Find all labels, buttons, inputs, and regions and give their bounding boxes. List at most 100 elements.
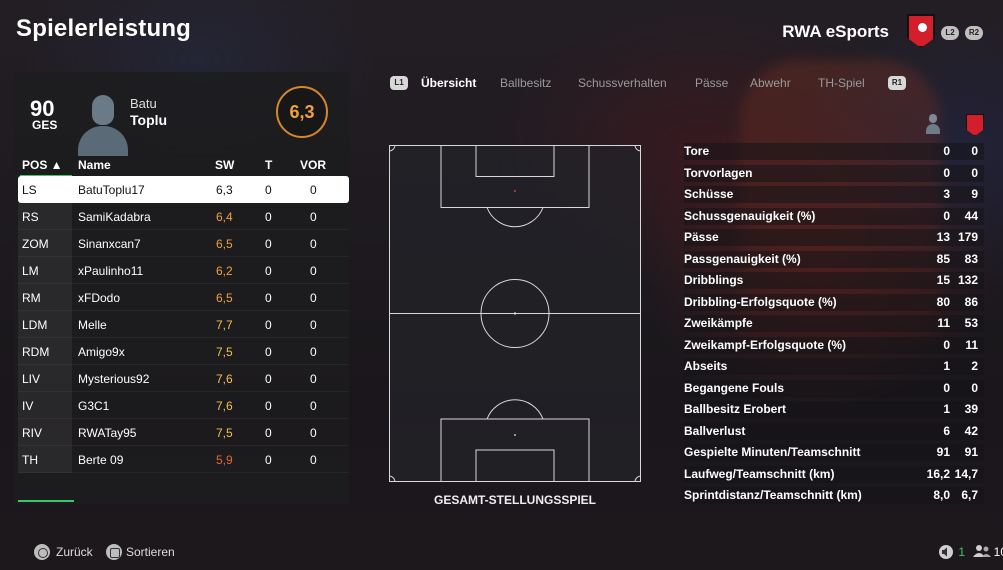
stat-player-value: 1 xyxy=(943,402,950,416)
position-cell-bg xyxy=(18,419,72,446)
table-row[interactable]: LDM Melle 7,7 0 0 xyxy=(18,311,349,338)
stat-row: Ballbesitz Erobert 1 39 xyxy=(684,398,984,420)
cell-goals: 0 xyxy=(265,264,272,278)
table-row[interactable]: RIV RWATay95 7,5 0 0 xyxy=(18,419,349,446)
position-cell-bg xyxy=(18,365,72,392)
square-button-icon[interactable] xyxy=(106,544,122,560)
back-label[interactable]: Zurück xyxy=(56,545,93,559)
header-name[interactable]: Name xyxy=(78,158,111,172)
stat-row-bg xyxy=(684,379,984,397)
header-t[interactable]: T xyxy=(265,158,273,172)
stat-player-value: 85 xyxy=(936,251,950,266)
cell-goals: 0 xyxy=(265,318,272,332)
speaker-count: 1 xyxy=(958,545,965,559)
stat-label: Schussgenauigkeit (%) xyxy=(684,208,816,223)
stat-team-value: 83 xyxy=(964,251,978,266)
stat-row: Schüsse 3 9 xyxy=(684,183,984,205)
table-row[interactable]: IV G3C1 7,6 0 0 xyxy=(18,392,349,419)
stat-team-value: 53 xyxy=(964,316,978,330)
speaker-icon xyxy=(939,545,953,559)
stat-row: Schussgenauigkeit (%) 0 44 xyxy=(684,205,984,227)
tab-uebersicht[interactable]: Übersicht xyxy=(421,76,477,90)
cell-assists: 0 xyxy=(310,183,317,197)
cell-assists: 0 xyxy=(310,399,317,413)
table-row[interactable]: LM xPaulinho11 6,2 0 0 xyxy=(18,257,349,284)
cell-player-name: G3C1 xyxy=(78,399,110,413)
position-cell-bg xyxy=(18,284,72,311)
cell-rating: 7,5 xyxy=(216,426,233,440)
tab-th-spiel[interactable]: TH-Spiel xyxy=(818,76,865,90)
cell-rating: 6,5 xyxy=(216,237,233,251)
table-row[interactable]: RM xFDodo 6,5 0 0 xyxy=(18,284,349,311)
circle-button-icon[interactable] xyxy=(34,544,50,560)
player-match-rating: 6,3 xyxy=(276,86,328,138)
stat-team-value: 39 xyxy=(964,402,978,416)
cell-position: LDM xyxy=(22,318,48,332)
cell-assists: 0 xyxy=(310,291,317,305)
cell-assists: 0 xyxy=(310,426,317,440)
header-vor[interactable]: VOR xyxy=(300,158,327,172)
positioning-pitch xyxy=(389,145,641,482)
stat-row-bg xyxy=(684,207,984,225)
table-row[interactable]: LS BatuToplu17 6,3 0 0 xyxy=(18,176,349,203)
r1-button-icon[interactable]: R1 xyxy=(888,76,906,90)
sort-label[interactable]: Sortieren xyxy=(126,545,175,559)
stat-player-value: 13 xyxy=(936,230,950,244)
table-row[interactable]: ZOM Sinanxcan7 6,5 0 0 xyxy=(18,230,349,257)
stat-player-value: 3 xyxy=(943,187,950,201)
cell-assists: 0 xyxy=(310,237,317,251)
stat-team-value: 44 xyxy=(964,208,978,223)
r2-button-icon[interactable]: R2 xyxy=(965,26,983,40)
tab-ballbesitz[interactable]: Ballbesitz xyxy=(500,76,552,90)
stat-row-bg xyxy=(684,315,984,332)
cell-goals: 0 xyxy=(265,399,272,413)
cell-player-name: RWATay95 xyxy=(78,426,137,440)
table-row[interactable]: RDM Amigo9x 7,5 0 0 xyxy=(18,338,349,365)
stat-row: Pässe 13 179 xyxy=(684,226,984,248)
cell-position: IV xyxy=(22,399,34,413)
cell-rating: 7,7 xyxy=(216,318,233,332)
stat-player-value: 0 xyxy=(943,380,950,395)
stat-label: Tore xyxy=(684,144,710,158)
cell-assists: 0 xyxy=(310,453,317,467)
header-sw[interactable]: SW xyxy=(215,158,235,172)
stat-player-value: 0 xyxy=(943,165,950,180)
stat-label: Ballverlust xyxy=(684,423,746,438)
table-row[interactable]: RS SamiKadabra 6,4 0 0 xyxy=(18,203,349,230)
stat-label: Abseits xyxy=(684,359,728,373)
cell-goals: 0 xyxy=(265,237,272,251)
stat-player-value: 0 xyxy=(943,144,950,158)
cell-goals: 0 xyxy=(265,453,272,467)
stat-label: Sprintdistanz/Teamschnitt (km) xyxy=(684,488,862,502)
tab-schussverhalten[interactable]: Schussverhalten xyxy=(578,76,667,90)
header-pos[interactable]: POS ▲ xyxy=(22,158,63,172)
table-row[interactable]: LIV Mysterious92 7,6 0 0 xyxy=(18,365,349,392)
table-row[interactable]: TH Berte 09 5,9 0 0 xyxy=(18,446,349,473)
stat-team-value: 6,7 xyxy=(961,488,978,502)
stat-row-bg xyxy=(684,358,984,375)
stat-team-value: 14,7 xyxy=(954,466,978,481)
stat-label: Zweikampf-Erfolgsquote (%) xyxy=(684,337,847,352)
stat-row-bg xyxy=(684,422,984,440)
position-cell-bg xyxy=(18,446,72,473)
stat-label: Dribbling-Erfolgsquote (%) xyxy=(684,294,837,309)
cell-player-name: BatuToplu17 xyxy=(78,183,145,197)
cell-player-name: xPaulinho11 xyxy=(78,264,144,278)
cell-rating: 6,3 xyxy=(216,183,233,197)
stat-row-bg xyxy=(684,250,984,268)
stat-row-bg xyxy=(684,186,984,203)
stat-team-value: 2 xyxy=(971,359,978,373)
position-cell-bg xyxy=(18,230,72,257)
tab-paesse[interactable]: Pässe xyxy=(695,76,729,90)
stat-row: Abseits 1 2 xyxy=(684,355,984,377)
cell-goals: 0 xyxy=(265,183,272,197)
tab-abwehr[interactable]: Abwehr xyxy=(750,76,791,90)
stat-row-bg xyxy=(684,465,984,483)
position-cell-bg xyxy=(18,257,72,284)
l1-button-icon[interactable]: L1 xyxy=(390,76,408,90)
users-count: 10 xyxy=(993,545,1003,559)
list-scroll-indicator xyxy=(18,500,74,502)
position-cell-bg xyxy=(18,338,72,365)
l2-button-icon[interactable]: L2 xyxy=(941,26,959,40)
club-name: RWA eSports xyxy=(782,22,889,41)
